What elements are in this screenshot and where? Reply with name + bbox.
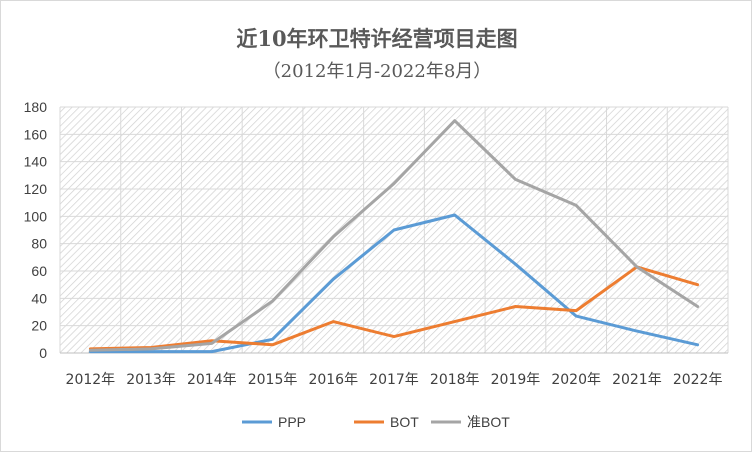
y-tick-label: 100 xyxy=(24,208,48,224)
y-tick-label: 160 xyxy=(24,126,48,142)
y-tick-label: 180 xyxy=(24,99,48,115)
y-tick-label: 80 xyxy=(31,236,47,252)
x-tick-label: 2017年 xyxy=(369,372,419,388)
series-lines xyxy=(88,119,700,354)
x-tick-label: 2021年 xyxy=(612,372,662,388)
y-tick-label: 120 xyxy=(24,181,48,197)
series-line-准BOT xyxy=(88,119,700,352)
x-tick-label: 2022年 xyxy=(673,372,723,388)
legend-label: 准BOT xyxy=(467,414,510,430)
y-axis: 0 20 40 60 80 100 120 140 160 180 xyxy=(24,99,48,361)
x-tick-label: 2014年 xyxy=(187,372,237,388)
y-tick-label: 140 xyxy=(24,154,48,170)
x-tick-label: 2012年 xyxy=(66,372,116,388)
chart-title: 近10年环卫特许经营项目走图 xyxy=(236,26,517,51)
y-tick-label: 0 xyxy=(39,345,47,361)
legend-label: BOT xyxy=(390,414,419,430)
series-line-PPP xyxy=(88,213,700,354)
gridlines xyxy=(59,106,729,354)
y-tick-label: 20 xyxy=(31,318,47,334)
x-tick-label: 2019年 xyxy=(491,372,541,388)
x-tick-label: 2015年 xyxy=(248,372,298,388)
legend: PPP BOT 准BOT xyxy=(242,414,510,430)
x-tick-label: 2020年 xyxy=(551,372,601,388)
x-tick-label: 2013年 xyxy=(126,372,176,388)
y-tick-label: 40 xyxy=(31,290,47,306)
legend-label: PPP xyxy=(278,414,306,430)
series-line-BOT xyxy=(88,265,700,351)
chart-subtitle: （2012年1月-2022年8月） xyxy=(263,61,492,82)
x-tick-label: 2018年 xyxy=(430,372,480,388)
y-tick-label: 60 xyxy=(31,263,47,279)
x-axis: 2012年 2013年 2014年 2015年 2016年 2017年 2018年 2019年… xyxy=(66,372,723,388)
x-tick-label: 2016年 xyxy=(308,372,358,388)
